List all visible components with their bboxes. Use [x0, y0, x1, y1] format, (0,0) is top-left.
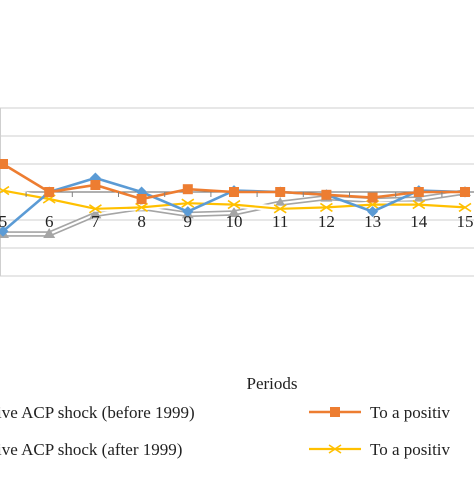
series-lines: [0, 159, 472, 238]
x-axis-title: Periods: [247, 374, 298, 393]
legend-item: To a positiv: [309, 403, 451, 422]
data-point: [274, 197, 287, 208]
x-tick-label: 9: [184, 212, 193, 231]
x-tick-label: 10: [226, 212, 243, 231]
x-tick-labels: 5 6 7 8 9 10 11 12 13 14 15: [0, 192, 474, 231]
legend: ive ACP shock (before 1999) ive ACP shock…: [0, 403, 451, 459]
legend-item: ive ACP shock (before 1999): [0, 403, 195, 422]
series-1: [0, 159, 470, 204]
data-point: [0, 185, 10, 196]
x-tick-label: 14: [410, 212, 428, 231]
x-tick-label: 6: [45, 212, 54, 231]
data-point: [0, 159, 8, 169]
data-point: [181, 198, 195, 208]
data-point: [319, 202, 333, 213]
x-tick-label: 8: [137, 212, 146, 231]
data-point: [458, 202, 472, 213]
x-tick-label: 15: [457, 212, 474, 231]
legend-item: ive ACP shock (after 1999): [0, 440, 182, 459]
legend-swatch-marker: [330, 407, 340, 417]
data-point: [227, 199, 241, 210]
data-point: [90, 180, 101, 190]
data-point: [182, 206, 194, 218]
legend-label: To a positiv: [370, 440, 451, 459]
legend-label: To a positiv: [370, 403, 451, 422]
data-point: [229, 187, 239, 197]
x-tick-label: 12: [318, 212, 335, 231]
data-point: [367, 192, 378, 203]
data-point: [89, 208, 102, 219]
data-point: [321, 189, 332, 200]
x-tick-label: 11: [272, 212, 288, 231]
x-tick-label: 5: [0, 212, 7, 231]
data-point: [275, 187, 286, 197]
data-point: [0, 225, 9, 237]
x-tick-label: 13: [364, 212, 381, 231]
data-point: [413, 187, 424, 197]
legend-item: To a positiv: [309, 440, 451, 459]
x-tick-label: 7: [91, 212, 100, 231]
data-point: [412, 199, 426, 210]
data-point: [182, 184, 193, 195]
data-point: [460, 187, 470, 197]
legend-swatch-marker: [328, 444, 342, 454]
data-point: [412, 193, 425, 203]
legend-label: ive ACP shock (after 1999): [0, 440, 182, 459]
data-point: [43, 228, 56, 238]
data-point: [273, 204, 287, 214]
data-point: [228, 207, 240, 217]
legend-label: ive ACP shock (before 1999): [0, 403, 195, 422]
data-point: [88, 204, 102, 214]
data-point: [135, 202, 149, 213]
data-point: [136, 194, 147, 204]
data-point: [367, 206, 379, 218]
data-point: [44, 187, 55, 197]
